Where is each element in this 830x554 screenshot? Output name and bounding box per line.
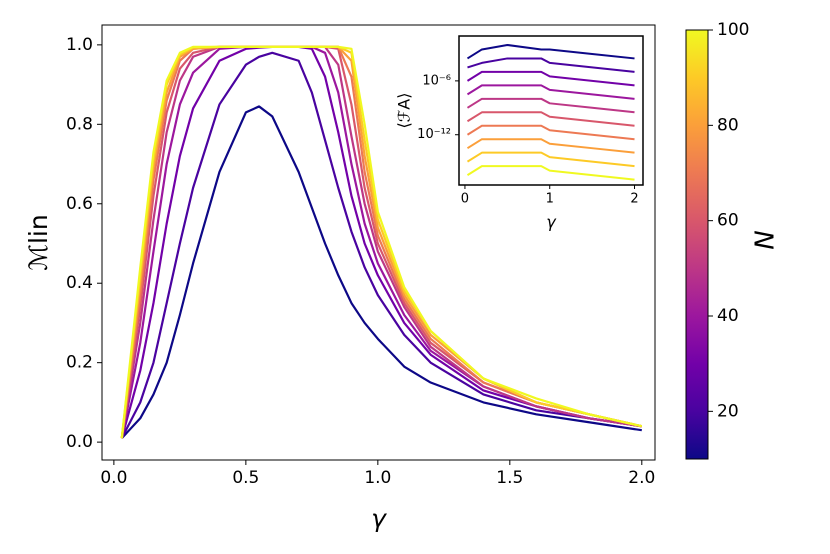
x-tick-label: 0.0 (100, 468, 127, 488)
y-tick-label: 0.8 (66, 114, 93, 134)
x-tick-label: 1 (546, 191, 554, 206)
colorbar-tick-label: 60 (717, 211, 739, 231)
line (120, 51, 642, 439)
line (467, 57, 635, 73)
y-axis-label: ℳlin (24, 214, 53, 270)
line (466, 84, 635, 100)
colorbar-label: N (751, 230, 781, 249)
line (466, 165, 635, 181)
x-tick-label: 2 (630, 191, 638, 206)
line (466, 43, 635, 60)
colorbar-tick-label: 20 (717, 401, 739, 421)
colorbar-tick-label: 80 (717, 115, 739, 135)
x-tick-label: 0 (461, 191, 469, 206)
line (466, 97, 635, 114)
line (466, 151, 635, 168)
axes-frame (101, 24, 656, 461)
line (466, 124, 635, 141)
x-tick-label: 2.0 (628, 468, 655, 488)
y-tick-label: 10⁻¹² (417, 127, 451, 142)
y-axis-label: ⟨ℱA⟩ (395, 92, 414, 128)
y-tick-label: 0.4 (66, 273, 93, 293)
x-axis-label: γ (546, 213, 557, 232)
line (466, 70, 635, 87)
y-tick-label: 0.0 (66, 432, 93, 452)
y-tick-label: 0.2 (66, 353, 93, 373)
line (466, 111, 635, 127)
x-tick-label: 1.5 (496, 468, 523, 488)
x-tick-label: 0.5 (232, 468, 259, 488)
colorbar (685, 29, 709, 460)
x-tick-label: 1.0 (364, 468, 391, 488)
line (120, 105, 642, 439)
colorbar-tick-label: 100 (717, 20, 749, 40)
axes-frame (458, 35, 644, 186)
line (120, 45, 642, 439)
line (466, 138, 635, 154)
colorbar-tick-label: 40 (717, 306, 739, 326)
x-axis-label: γ (371, 504, 387, 533)
line (120, 45, 643, 439)
y-tick-label: 10⁻⁶ (422, 73, 451, 88)
y-tick-label: 0.6 (66, 194, 93, 214)
y-tick-label: 1.0 (66, 35, 93, 55)
